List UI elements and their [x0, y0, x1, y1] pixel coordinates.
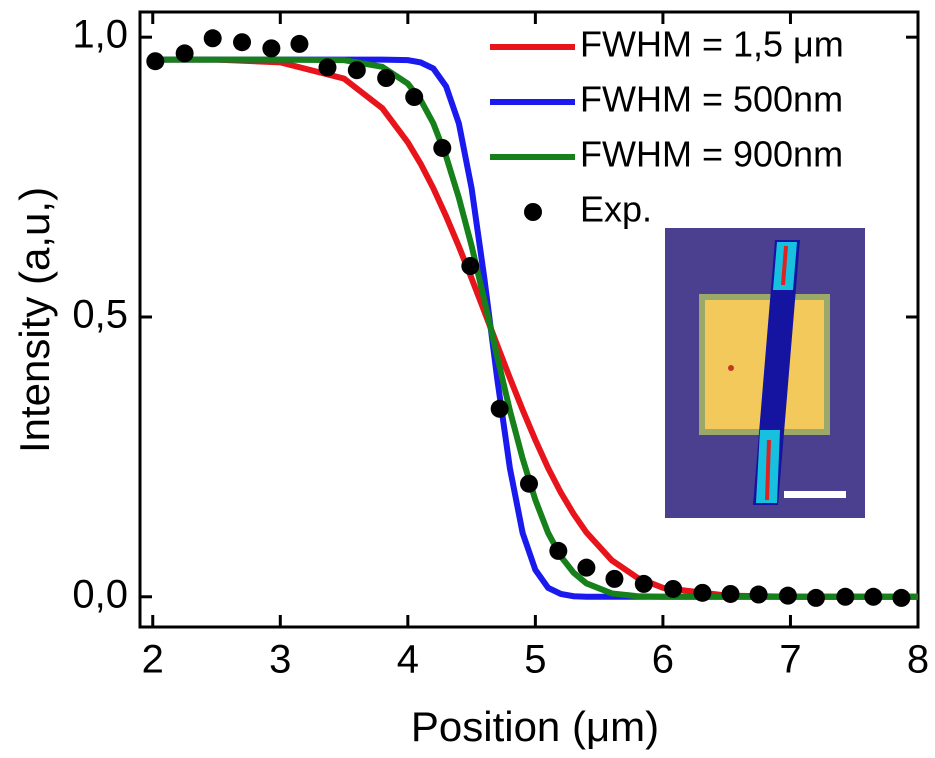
data-point	[721, 584, 740, 603]
data-point	[778, 586, 797, 605]
legend-marker	[524, 203, 542, 221]
inset-peak-top-core	[781, 245, 788, 286]
legend-label: FWHM = 500nm	[580, 79, 843, 120]
y-tick-label: 1,0	[72, 13, 128, 57]
data-point	[605, 569, 624, 588]
data-point	[892, 588, 911, 607]
legend-label: Exp.	[580, 189, 652, 230]
data-point	[693, 583, 712, 602]
data-point	[377, 69, 396, 88]
data-point	[262, 39, 281, 58]
legend-label: FWHM = 1,5 μm	[580, 24, 844, 65]
y-axis-label: Intensity (a,u,)	[11, 187, 58, 453]
inset-peak-bottom-core	[765, 439, 771, 501]
data-point	[461, 257, 480, 276]
inset-scale-bar	[784, 491, 846, 498]
x-tick-label: 6	[652, 638, 674, 682]
data-point	[864, 587, 883, 606]
data-point	[520, 474, 538, 493]
y-tick-label: 0,5	[72, 293, 128, 337]
x-tick-label: 8	[907, 638, 929, 682]
data-point	[203, 29, 222, 48]
data-point	[233, 33, 252, 52]
data-point	[290, 34, 309, 53]
x-tick-label: 2	[142, 638, 164, 682]
legend-label: FWHM = 900nm	[580, 134, 843, 175]
data-point	[664, 579, 683, 598]
data-point	[490, 399, 509, 418]
plot-frame	[138, 10, 920, 629]
x-tick-label: 3	[269, 638, 291, 682]
x-tick-label: 4	[397, 638, 419, 682]
data-point	[634, 574, 653, 593]
data-point	[577, 558, 596, 577]
data-point	[836, 587, 855, 606]
data-point	[405, 88, 424, 107]
data-point	[347, 61, 366, 80]
data-point	[318, 58, 337, 77]
x-axis-label: Position (μm)	[411, 703, 659, 750]
x-tick-label: 7	[779, 638, 801, 682]
data-point	[749, 585, 768, 604]
data-point	[433, 138, 452, 157]
x-tick-label: 5	[524, 638, 546, 682]
inset-dot	[728, 365, 734, 371]
data-point	[806, 588, 825, 607]
y-tick-label: 0,0	[72, 572, 128, 616]
data-point	[175, 44, 194, 63]
data-point	[146, 52, 165, 71]
inset-image	[665, 228, 865, 518]
curve	[152, 56, 918, 600]
data-point	[549, 541, 568, 560]
